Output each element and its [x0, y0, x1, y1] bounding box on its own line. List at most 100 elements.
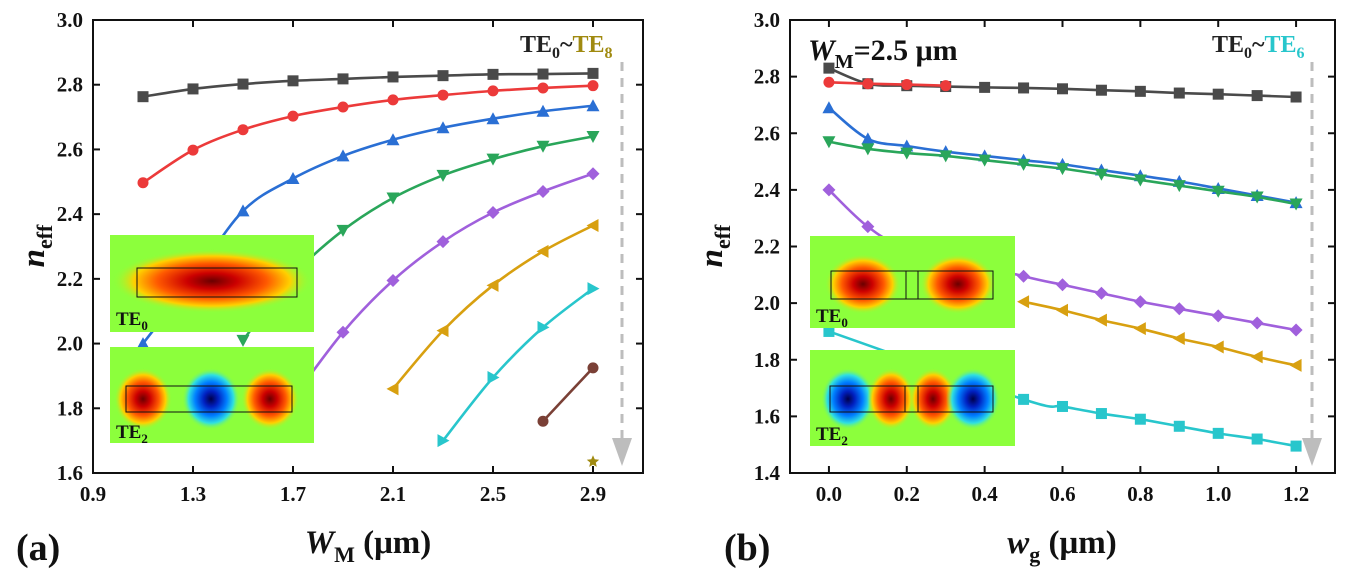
panel-a-point-te0 [137, 91, 149, 103]
panel-b-xtick-label: 0.8 [1127, 482, 1153, 506]
panel-a-point-te5 [436, 324, 449, 338]
panel-b-ylabel-main: n [694, 249, 730, 267]
panel-a-mode-arrow [612, 62, 632, 466]
panel-a-ylabel-main: n [16, 249, 52, 267]
panel-a-mode-start-sub: 0 [552, 45, 560, 62]
panel-b-mode-sep: ~ [1252, 32, 1265, 58]
panel-b-point-te0 [823, 62, 835, 74]
panel-a-point-te7 [537, 415, 549, 427]
panel-b-mode-arrow [1302, 62, 1322, 466]
panel-a-xlabel: WM (μm) [305, 525, 432, 567]
panel-b-point-te5 [1133, 322, 1146, 336]
panel-b-point-te3 [939, 150, 953, 163]
panel-b-point-te3 [861, 143, 875, 156]
panel-b-xtick-label: 0.4 [972, 482, 999, 506]
panel-b-inset-te2-sub: 2 [841, 433, 848, 448]
panel-b-point-te2 [861, 132, 875, 145]
panel-b-inset-te2-label: TE2 [816, 424, 848, 448]
panel-a-ticks: 0.9 1.3 1.7 2.1 2.5 2.9 1.6 1.8 2.0 2.2 2.4 2.6 2.8 3… [57, 8, 643, 506]
panel-b-xlabel: wg (μm) [1007, 525, 1116, 567]
panel-a-line-te0 [142, 72, 594, 98]
panel-a-point-te2 [386, 133, 400, 146]
panel-b-point-te5 [1289, 358, 1302, 372]
panel-b-point-te5 [1172, 332, 1185, 346]
panel-a-ytick-label: 1.6 [57, 461, 83, 485]
panel-a-ylabel-sub: eff [32, 224, 57, 249]
panel-b-point-te4 [1289, 323, 1303, 337]
panel-b-point-te6 [1212, 427, 1224, 439]
panel-a-point-te6 [437, 434, 450, 448]
panel-b-xlabel-sub: g [1029, 542, 1040, 567]
panel-a-ytick-label: 2.0 [57, 332, 83, 356]
panel-a-point-te4 [386, 273, 400, 287]
panel-a-series-te4 [286, 167, 600, 406]
panel-b-point-te3 [1172, 180, 1186, 193]
panel-b-point-te3 [1094, 168, 1108, 181]
panel-b-xlabel-unit: (μm) [1040, 525, 1116, 561]
panel-b-xtick-label: 0.0 [816, 482, 842, 506]
panel-a-mode-range: TE0~TE8 [520, 32, 613, 62]
panel-b-mode-start: TE [1212, 32, 1244, 58]
panel-a-series-te7 [537, 362, 599, 427]
panel-b-point-te0 [1251, 90, 1263, 102]
panel-b-wm-annotation: WM=2.5 μm [808, 34, 958, 73]
panel-b-series-te0 [823, 62, 1302, 103]
panel-b-point-te0 [1173, 87, 1185, 99]
panel-b-mode-end: TE [1265, 32, 1297, 58]
panel-a-line-te1 [142, 84, 594, 184]
panel-a-point-te4 [436, 235, 450, 249]
panel-b-ylabel-sub: eff [710, 224, 735, 249]
panel-a-point-te2 [586, 99, 600, 112]
panel-a-series-te1 [137, 80, 599, 189]
panel-a-point-te6 [537, 320, 550, 334]
panel-b-point-te3 [1056, 163, 1069, 176]
panel-b-ytick-label: 2.8 [754, 65, 780, 89]
panel-b-point-te0 [1057, 83, 1068, 95]
panel-a-xlabel-main: W [305, 525, 337, 561]
panel-b-point-te1 [823, 76, 835, 88]
panel-a-point-te1 [137, 177, 149, 189]
panel-b-ytick-label: 2.0 [754, 291, 780, 315]
panel-b-point-te4 [1250, 316, 1264, 330]
panel-a-xtick-label: 2.5 [480, 482, 506, 506]
panel-a-mode-end-sub: 8 [605, 45, 613, 62]
panel-b-point-te5 [1017, 295, 1030, 309]
panel-b-inset-te2: TE2 [810, 350, 1015, 448]
panel-a-ytick-label: 2.4 [57, 202, 84, 226]
panel-a-ylabel: neff [16, 224, 57, 267]
panel-b-point-te3 [1289, 198, 1303, 211]
panel-a-point-te1 [387, 94, 399, 106]
panel-b-point-te5 [1094, 313, 1107, 327]
panel-b-inset-te0-main: TE [816, 306, 841, 327]
panel-b-point-te0 [1134, 85, 1146, 97]
panel-a-point-te2 [536, 104, 550, 117]
panel-a-point-te5 [536, 244, 549, 258]
panel-a-point-te1 [537, 82, 549, 94]
panel-b-point-te4 [1211, 309, 1225, 323]
panel-a-point-te5 [586, 218, 599, 232]
panel-b-inset-te2-main: TE [816, 424, 841, 445]
panel-a-inset-te0: TE0 [110, 235, 314, 333]
panel-a-line-te4 [291, 172, 594, 400]
panel-b-inset-te0: TE0 [810, 236, 1015, 330]
panel-a-xtick-label: 2.9 [580, 482, 606, 506]
panel-b-point-te0 [1290, 91, 1302, 103]
panel-a-xtick-label: 0.9 [80, 482, 106, 506]
panel-a-point-te3 [586, 130, 600, 143]
panel-b-point-te4 [1172, 302, 1186, 316]
panel-b-point-te1 [901, 79, 913, 91]
panel-b-point-te6 [823, 325, 835, 337]
panel-a-point-te1 [287, 110, 299, 122]
panel-b-ytick-label: 2.4 [754, 178, 781, 202]
panel-a-label: (a) [16, 527, 60, 569]
panel-b-point-te2 [822, 101, 836, 114]
panel-a-point-te0 [437, 70, 449, 82]
panel-b-wm-value: =2.5 μm [854, 34, 958, 67]
panel-a-point-te0 [337, 73, 349, 85]
panel-a-point-te4 [586, 167, 600, 181]
panel-a-inset-te0-main: TE [116, 309, 141, 330]
panel-a-point-te2 [436, 121, 450, 134]
panel-b-point-te3 [900, 147, 914, 160]
panel-b-point-te5 [1250, 350, 1263, 364]
panel-a-inset-te2-main: TE [116, 422, 141, 443]
